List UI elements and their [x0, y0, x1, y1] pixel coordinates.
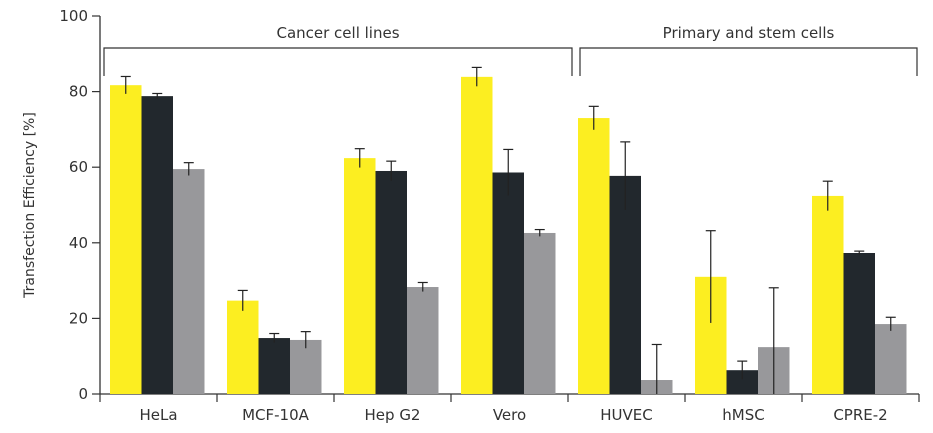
- bar: [227, 300, 259, 394]
- x-tick-label: Hep G2: [365, 406, 421, 424]
- group-brackets: Cancer cell lines Primary and stem cells: [103, 24, 918, 76]
- x-tick-label: HeLa: [139, 406, 177, 424]
- y-tick-label: 40: [69, 234, 88, 252]
- x-tick-label: HUVEC: [600, 406, 652, 424]
- bar: [375, 170, 407, 394]
- x-tick-label: CPRE-2: [833, 406, 887, 424]
- bar: [407, 287, 439, 394]
- y-tick-label: 80: [69, 83, 88, 101]
- group-label: Cancer cell lines: [276, 24, 399, 42]
- bar: [290, 339, 322, 394]
- group-bracket: [103, 47, 573, 76]
- bar: [344, 158, 376, 394]
- group-label: Primary and stem cells: [663, 24, 835, 42]
- bar: [726, 370, 758, 394]
- y-tick-label: 60: [69, 158, 88, 176]
- bar: [258, 338, 290, 394]
- bar: [578, 118, 610, 394]
- x-tick-label: Vero: [493, 406, 526, 424]
- x-tick-label: MCF-10A: [242, 406, 310, 424]
- y-axis-label: Transfection Efficiency [%]: [22, 112, 38, 299]
- y-tick-label: 0: [78, 385, 88, 403]
- bar: [843, 253, 875, 394]
- bar: [173, 169, 205, 394]
- bar: [461, 76, 493, 394]
- bar: [812, 195, 844, 394]
- bar: [141, 96, 173, 395]
- group-bracket: [579, 47, 918, 76]
- bar: [875, 324, 907, 394]
- y-tick-label: 20: [69, 309, 88, 327]
- bar: [110, 85, 142, 394]
- y-tick-label: 100: [59, 7, 88, 25]
- bar: [609, 175, 641, 394]
- bar: [524, 232, 556, 394]
- bar: [492, 172, 524, 394]
- bars: [110, 66, 907, 395]
- axes: 0 20 40 60 80 100 HeLa MCF-10A Hep G2 Vero HUVEC hM…: [59, 7, 920, 424]
- x-tick-label: hMSC: [722, 406, 764, 424]
